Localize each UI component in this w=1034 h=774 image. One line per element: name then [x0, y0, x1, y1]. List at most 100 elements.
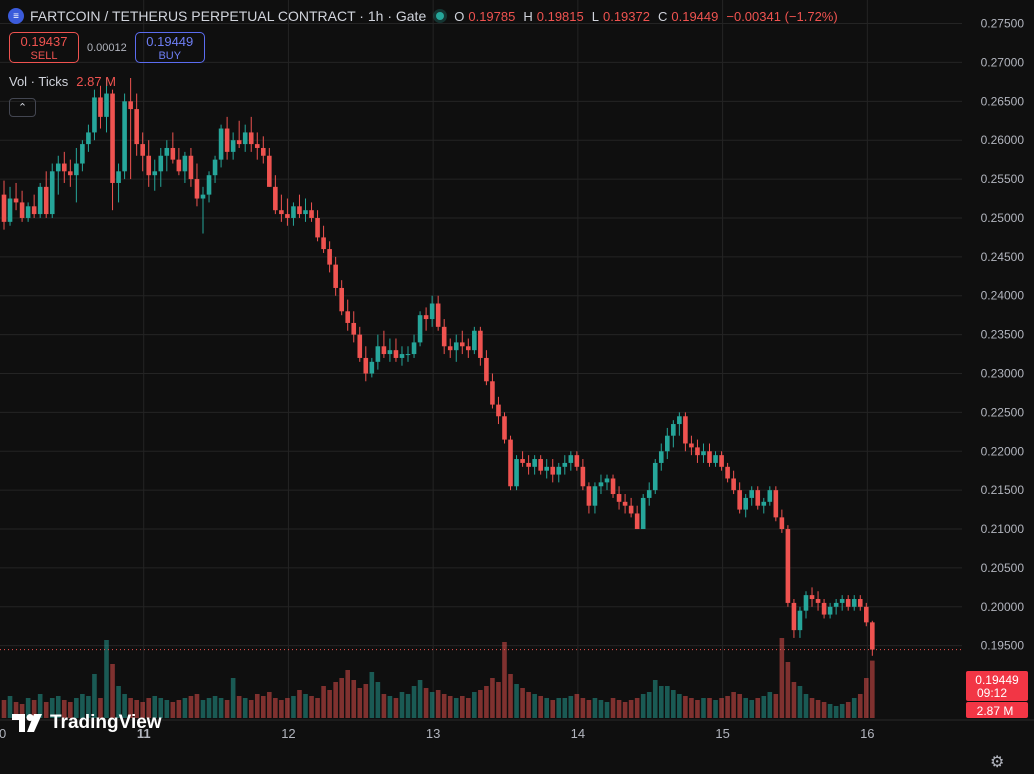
- candle-body: [13, 198, 19, 203]
- volume-bar: [152, 696, 158, 718]
- tradingview-logo-icon: [12, 714, 42, 732]
- candle-body: [755, 490, 761, 506]
- volume-bar: [508, 674, 513, 718]
- candle-body: [870, 622, 875, 650]
- volume-bar: [767, 692, 773, 718]
- candle-body: [737, 490, 742, 510]
- symbol-title[interactable]: FARTCOIN / TETHERUS PERPETUAL CONTRACT ·…: [30, 8, 427, 24]
- candle-body: [610, 478, 616, 495]
- candle-body: [586, 486, 592, 506]
- candle-body: [218, 128, 224, 160]
- settings-gear-icon[interactable]: ⚙: [990, 754, 1005, 771]
- time-axis[interactable]: 10 11 12 13 14 15 16: [0, 726, 875, 741]
- candle-body: [821, 602, 827, 615]
- candle-countdown: 09:12: [977, 686, 1007, 700]
- low-label: L: [591, 8, 599, 24]
- volume-bar: [435, 690, 441, 718]
- time-tick-label: 15: [715, 726, 729, 741]
- candle-body: [665, 435, 670, 452]
- volume-bars: [1, 638, 875, 718]
- price-tick-label: 0.24000: [981, 289, 1025, 303]
- volume-bar: [128, 698, 133, 718]
- time-tick-label: 13: [426, 726, 440, 741]
- candle-body: [297, 206, 302, 215]
- volume-bar: [580, 698, 586, 718]
- candle-body: [749, 490, 755, 498]
- price-tick-label: 0.19500: [981, 639, 1025, 653]
- candle-body: [640, 497, 646, 530]
- candle-body: [725, 466, 730, 479]
- volume-bar: [526, 692, 531, 718]
- volume-bar: [206, 698, 212, 718]
- volume-bar: [683, 696, 688, 718]
- candle-body: [369, 361, 375, 374]
- volume-bar: [658, 686, 664, 718]
- price-change: −0.00341 (−1.72%): [726, 8, 838, 24]
- volume-bar: [556, 698, 562, 718]
- high-label: H: [523, 8, 533, 24]
- volume-bar: [815, 700, 821, 718]
- candle-body: [695, 447, 700, 456]
- candle-body: [110, 93, 115, 183]
- volume-bar: [375, 682, 381, 718]
- volume-bar: [779, 638, 785, 718]
- tradingview-logo[interactable]: TradingView: [12, 712, 162, 734]
- volume-bar: [188, 696, 194, 718]
- candle-body: [116, 171, 121, 183]
- candle-body: [321, 237, 326, 250]
- chart-grid: [0, 0, 1034, 721]
- candle-body: [315, 217, 320, 238]
- sell-label: SELL: [30, 50, 58, 62]
- candle-body: [291, 206, 296, 218]
- price-tick-label: 0.22500: [981, 405, 1025, 419]
- buy-button[interactable]: 0.19449 BUY: [134, 32, 205, 63]
- time-tick-label: 12: [281, 726, 295, 741]
- candle-body: [279, 210, 284, 215]
- open-label: O: [454, 8, 465, 24]
- candle-body: [604, 478, 610, 483]
- volume-bar: [574, 694, 580, 718]
- candle-body: [550, 466, 556, 475]
- volume-bar: [749, 700, 755, 718]
- candle-body: [31, 206, 37, 215]
- last-volume-value: 2.87 M: [977, 704, 1014, 718]
- candle-body: [532, 459, 537, 467]
- volume-bar: [610, 698, 616, 718]
- volume-bar: [273, 698, 278, 718]
- volume-bar: [116, 686, 121, 718]
- volume-bar: [158, 698, 164, 718]
- volume-bar: [164, 700, 170, 718]
- candle-body: [526, 462, 531, 467]
- price-tick-label: 0.23500: [981, 328, 1025, 342]
- candle-body: [779, 517, 785, 530]
- volume-bar: [453, 698, 459, 718]
- candle-body: [743, 497, 748, 510]
- volume-bar: [707, 698, 712, 718]
- price-tick-label: 0.27500: [981, 17, 1025, 31]
- volume-bar: [689, 698, 694, 718]
- volume-legend[interactable]: Vol · Ticks 2.87 M: [9, 74, 116, 89]
- candle-body: [92, 97, 97, 133]
- price-axis[interactable]: 0.27500 0.27000 0.26500 0.26000 0.25500 0.250…: [981, 17, 1025, 653]
- candle-body: [242, 132, 248, 145]
- volume-bar: [791, 682, 797, 718]
- volume-bar: [25, 698, 31, 718]
- candle-body: [658, 451, 664, 463]
- volume-bar: [441, 694, 447, 718]
- candle-body: [701, 451, 706, 456]
- volume-bar: [339, 678, 344, 718]
- candle-body: [707, 451, 712, 463]
- candle-body: [303, 210, 308, 215]
- candle-body: [863, 606, 869, 623]
- volume-bar: [218, 698, 224, 718]
- volume-bar: [622, 702, 628, 718]
- volume-bar: [267, 692, 272, 718]
- collapse-legend-button[interactable]: ⌃: [9, 98, 36, 117]
- candle-body: [122, 101, 127, 172]
- sell-button[interactable]: 0.19437 SELL: [9, 32, 79, 63]
- volume-bar: [640, 694, 646, 718]
- candle-body: [267, 155, 272, 187]
- candle-body: [254, 144, 260, 148]
- volume-bar: [459, 696, 465, 718]
